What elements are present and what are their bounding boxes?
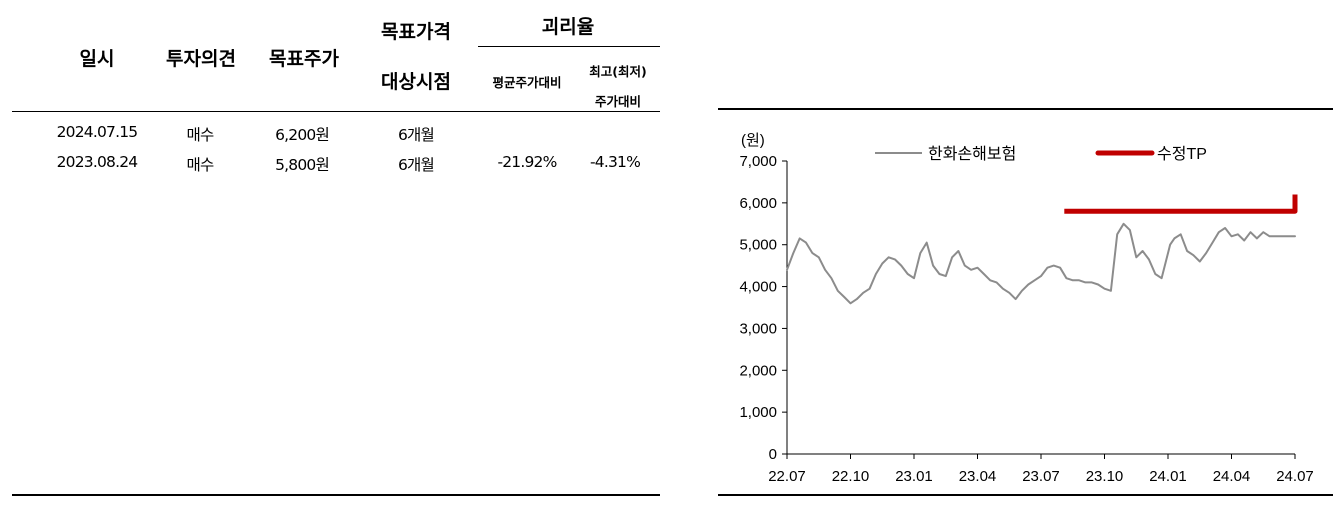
y-axis-unit-label: (원)	[741, 132, 765, 149]
header-date: 일시	[79, 48, 115, 70]
row-date: 2024.07.15	[56, 123, 139, 141]
legend-label-price: 한화손해보험	[928, 145, 1016, 163]
row-gap-extreme: -4.31%	[589, 153, 641, 171]
legend-label-target: 수정TP	[1157, 145, 1207, 163]
header-gap-extreme-line2: 주가대비	[594, 94, 641, 109]
header-opinion: 투자의견	[166, 48, 236, 70]
chart-top-rule	[718, 108, 1333, 110]
row-target-period: 6개월	[398, 156, 435, 174]
y-tick-label: 7,000	[739, 153, 777, 170]
x-tick-label: 23.04	[959, 468, 997, 485]
x-tick-label: 24.04	[1213, 468, 1251, 485]
chart-bottom-rule	[718, 494, 1333, 496]
target-price-line	[1064, 194, 1298, 214]
y-tick-label: 1,000	[739, 404, 777, 421]
y-tick-label: 5,000	[739, 237, 777, 254]
header-gap-avg: 평균주가대비	[492, 75, 562, 90]
stock-price-chart: (원) 7,000 6,000 5,000 4,000 3,000 2,000 1,000 0…	[739, 132, 1314, 485]
table-bottom-rule	[12, 494, 660, 496]
row-opinion: 매수	[186, 126, 215, 144]
x-tick-label: 23.07	[1022, 468, 1060, 485]
header-target-price: 목표주가	[269, 48, 339, 70]
y-tick-label: 6,000	[739, 195, 777, 212]
x-axis-ticks: 22.07 22.10 23.01 23.04 23.07 23.10 24.01 24.04…	[768, 454, 1314, 485]
row-target-period: 6개월	[398, 126, 435, 144]
x-tick-label: 23.10	[1086, 468, 1124, 485]
y-tick-label: 4,000	[739, 279, 777, 296]
header-gap-divider	[478, 46, 660, 47]
x-tick-label: 24.01	[1149, 468, 1187, 485]
row-date: 2023.08.24	[56, 153, 139, 171]
chart-legend: 한화손해보험 수정TP	[875, 145, 1207, 163]
header-gap: 괴리율	[541, 16, 595, 38]
y-axis-ticks: 7,000 6,000 5,000 4,000 3,000 2,000 1,000 0	[739, 153, 787, 463]
row-target-price: 5,800원	[275, 156, 330, 174]
x-tick-label: 23.01	[895, 468, 933, 485]
price-line	[786, 222, 1296, 305]
y-tick-label: 2,000	[739, 362, 777, 379]
x-tick-label: 22.10	[832, 468, 870, 485]
header-gap-extreme-line1: 최고(최저)	[589, 64, 647, 79]
x-tick-label: 24.07	[1276, 468, 1314, 485]
row-opinion: 매수	[186, 156, 215, 174]
header-target-period-line2: 대상시점	[381, 71, 451, 93]
row-target-price: 6,200원	[275, 126, 330, 144]
row-gap-avg: -21.92%	[497, 153, 557, 171]
y-tick-label: 0	[769, 446, 777, 463]
header-bottom-rule	[12, 111, 660, 112]
x-tick-label: 22.07	[768, 468, 806, 485]
y-tick-label: 3,000	[739, 320, 777, 337]
chart-series	[786, 194, 1298, 305]
chart-axes: (원)	[741, 132, 1295, 455]
header-target-period-line1: 목표가격	[381, 21, 451, 43]
